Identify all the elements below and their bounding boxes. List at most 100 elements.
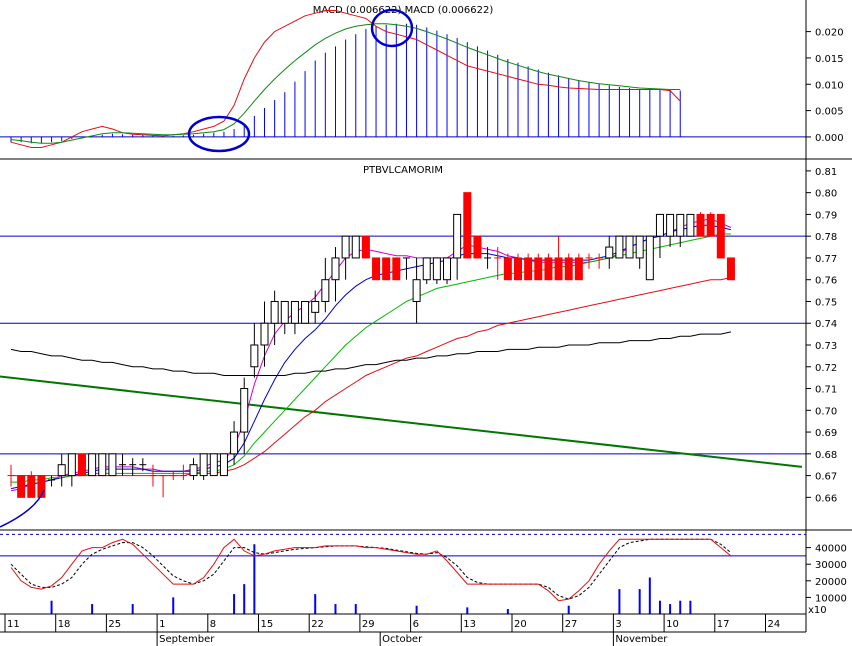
- y-tick-label: 0.005: [815, 107, 844, 118]
- candle-body: [301, 300, 310, 324]
- y-tick-label: 0.81: [815, 167, 837, 178]
- x-month-label: October: [382, 634, 423, 645]
- y-tick-label: 0.78: [815, 232, 837, 243]
- candle-body: [635, 235, 644, 259]
- y-tick-label: 0.69: [815, 428, 837, 439]
- y-tick-label: 0.000: [815, 133, 844, 144]
- y-tick-label: 0.72: [815, 363, 837, 374]
- y-tick-label: 0.010: [815, 80, 844, 91]
- highlight-circle: [370, 8, 414, 48]
- candle-body: [432, 257, 441, 281]
- y-tick-label: 0.76: [815, 276, 837, 287]
- x-day-label: 25: [108, 619, 121, 630]
- candle-body: [88, 453, 97, 477]
- x-day-label: 3: [615, 619, 621, 630]
- candle-body: [17, 475, 26, 498]
- candle-body: [503, 257, 512, 281]
- lower-panel: [0, 533, 806, 614]
- y-tick-label: 0.74: [815, 319, 837, 330]
- candle-body: [240, 388, 249, 433]
- candle-body: [534, 257, 543, 281]
- y-tick-label: 0.70: [815, 406, 837, 417]
- x-day-label: 15: [261, 619, 274, 630]
- price-panel-title: PTBVLCAMORIM: [363, 165, 443, 176]
- y-tick-label: 0.68: [815, 450, 837, 461]
- candle-body: [27, 475, 36, 498]
- candle-body: [351, 235, 360, 259]
- candle-body: [57, 464, 66, 477]
- x-day-label: 11: [7, 619, 20, 630]
- candle-body: [392, 257, 401, 281]
- candle-body: [250, 344, 259, 368]
- y-tick-label: 30000: [815, 560, 847, 571]
- x-day-label: 24: [768, 619, 781, 630]
- y-tick-label: 0.67: [815, 472, 837, 483]
- lower-x10-label: x10: [808, 605, 827, 616]
- candle-body: [544, 257, 553, 281]
- candle-body: [311, 300, 320, 313]
- signal-line: [10, 23, 681, 144]
- x-day-label: 18: [58, 619, 71, 630]
- price-panel: [0, 192, 806, 498]
- candle-body: [453, 213, 462, 259]
- candle-body: [514, 257, 522, 281]
- candle-body: [645, 235, 654, 281]
- x-month-label: November: [615, 634, 668, 645]
- macd-panel: [0, 10, 806, 148]
- candle-body: [108, 453, 117, 477]
- candle-body: [37, 475, 46, 498]
- moving-average-line: [10, 331, 732, 376]
- candle-body: [341, 235, 350, 259]
- stochastic-k-line: [10, 538, 732, 602]
- macd-panel-title: MACD (0.006622) MACD (0.006622): [313, 5, 494, 16]
- candle-body: [554, 257, 563, 281]
- y-tick-label: 0.80: [815, 189, 837, 200]
- candle-body: [260, 322, 269, 346]
- candle-body: [605, 246, 614, 259]
- candle-body: [98, 453, 107, 477]
- candle-body: [77, 453, 86, 477]
- y-tick-label: 0.77: [815, 254, 837, 265]
- candle-body: [67, 453, 76, 477]
- y-tick-label: 0.79: [815, 210, 837, 221]
- y-tick-label: 0.73: [815, 341, 837, 352]
- candle-body: [443, 257, 452, 281]
- x-day-label: 22: [311, 619, 324, 630]
- candle-body: [280, 300, 289, 324]
- y-tick-label: 0.71: [815, 385, 837, 396]
- highlight-arc: [0, 489, 45, 528]
- x-day-label: 13: [463, 619, 476, 630]
- candle-body: [422, 257, 431, 281]
- x-day-label: 8: [210, 619, 216, 630]
- y-tick-label: 10000: [815, 593, 847, 604]
- x-month-label: September: [159, 634, 215, 645]
- x-day-label: 17: [717, 619, 730, 630]
- candle-body: [716, 213, 725, 259]
- candle-body: [219, 453, 228, 477]
- x-day-label: 20: [514, 619, 527, 630]
- moving-average-line: [11, 277, 732, 477]
- candle-body: [199, 453, 208, 477]
- y-tick-label: 0.66: [815, 493, 837, 504]
- candle-body: [209, 453, 218, 477]
- candle-body: [361, 235, 370, 259]
- x-day-label: 6: [413, 619, 419, 630]
- y-tick-label: 0.015: [815, 54, 844, 65]
- candle-body: [372, 257, 381, 281]
- candle-body: [696, 213, 705, 237]
- candle-body: [230, 431, 239, 455]
- candle-body: [686, 213, 695, 237]
- candle-body: [655, 213, 664, 237]
- candle-body: [524, 257, 533, 281]
- annotations: [0, 8, 414, 528]
- candle-body: [615, 235, 624, 259]
- x-day-label: 10: [666, 619, 679, 630]
- candle-body: [726, 257, 735, 281]
- x-day-label: 29: [362, 619, 375, 630]
- candle-body: [625, 235, 634, 259]
- candle-body: [331, 257, 340, 281]
- candle-body: [676, 213, 685, 237]
- green-trendline: [0, 375, 803, 468]
